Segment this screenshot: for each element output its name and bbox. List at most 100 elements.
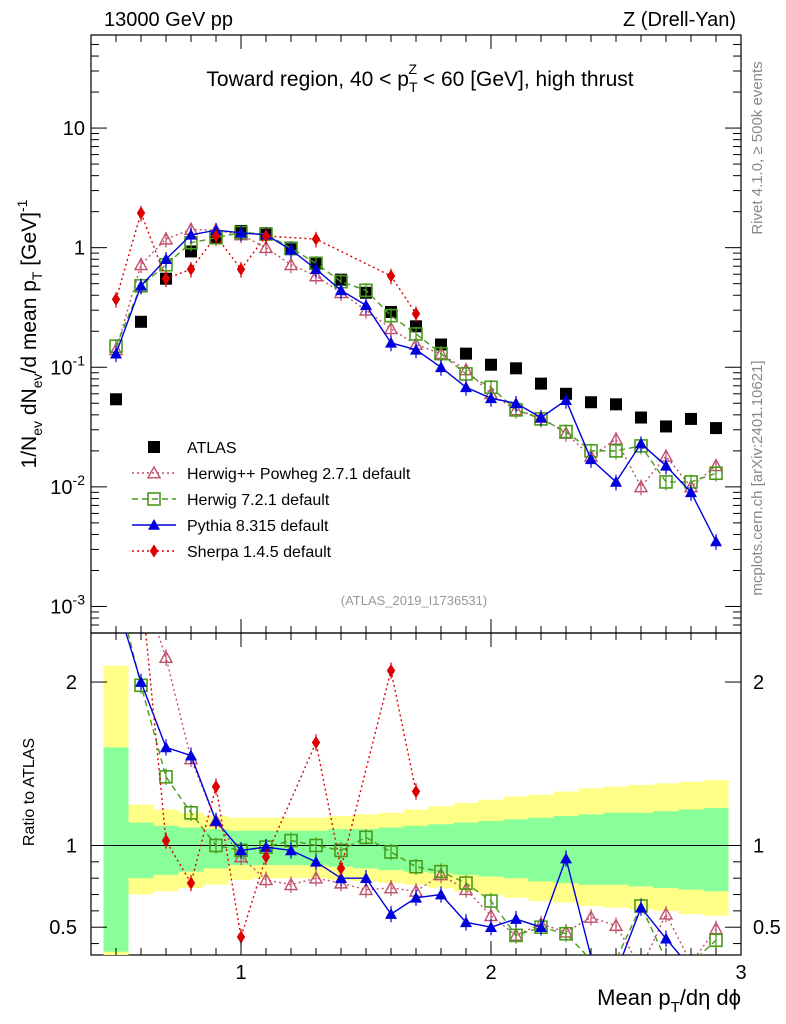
data-point bbox=[311, 232, 321, 246]
ratio-point bbox=[159, 770, 173, 784]
ratio-band-inner bbox=[678, 809, 704, 890]
data-point bbox=[236, 262, 246, 276]
ratio-point bbox=[158, 650, 174, 664]
ratio-point bbox=[385, 908, 397, 919]
ratio-point bbox=[210, 814, 222, 826]
series-line bbox=[115, 210, 417, 315]
ratio-point bbox=[235, 844, 247, 856]
data-point bbox=[111, 292, 121, 306]
ratio-point bbox=[335, 872, 347, 883]
y-tick-label-main: 1 bbox=[74, 238, 85, 260]
ratio-point bbox=[258, 872, 274, 886]
data-point bbox=[410, 320, 422, 333]
ratio-band-inner bbox=[453, 822, 479, 875]
data-point bbox=[610, 475, 622, 487]
x-tick-label: 3 bbox=[735, 962, 746, 984]
data-point bbox=[285, 243, 297, 255]
data-point bbox=[535, 411, 547, 423]
data-point bbox=[411, 307, 421, 321]
ratio-point bbox=[559, 926, 573, 941]
ratio-point bbox=[334, 843, 348, 858]
ratio-point bbox=[460, 916, 472, 928]
data-point bbox=[186, 262, 196, 276]
data-point bbox=[185, 228, 197, 240]
legend-label: Herwig 7.2.1 default bbox=[187, 492, 330, 509]
ratio-point bbox=[459, 876, 473, 890]
ratio-point bbox=[434, 864, 448, 879]
legend-label: Herwig++ Powheg 2.7.1 default bbox=[187, 466, 411, 483]
data-point bbox=[633, 479, 649, 493]
data-point bbox=[110, 347, 122, 359]
data-point bbox=[560, 394, 572, 406]
ratio-point bbox=[261, 850, 271, 864]
y-axis-label-ratio: Ratio to ATLAS bbox=[21, 738, 38, 846]
data-point bbox=[660, 459, 672, 471]
series-4 bbox=[111, 205, 421, 323]
ratio-point bbox=[484, 894, 498, 908]
y-tick-label-ratio: 2 bbox=[66, 672, 77, 694]
ratio-band-inner bbox=[628, 812, 654, 887]
x-tick-label: 2 bbox=[485, 962, 496, 984]
ratio-band-inner bbox=[503, 819, 529, 879]
rivet-version-label: Rivet 4.1.0, ≥ 500k events bbox=[749, 61, 766, 234]
ratio-bands bbox=[103, 665, 729, 955]
ratio-point bbox=[635, 901, 647, 913]
ratio-point bbox=[359, 830, 373, 845]
ratio-point bbox=[660, 932, 672, 944]
ratio-point bbox=[236, 930, 246, 944]
data-point bbox=[659, 475, 673, 489]
data-point bbox=[435, 361, 447, 373]
data-point bbox=[335, 284, 347, 296]
data-point bbox=[409, 327, 423, 341]
data-point bbox=[158, 231, 174, 245]
plot-title: Toward region, 40 < pTZ < 60 [GeV], high… bbox=[206, 61, 633, 95]
ratio-point bbox=[658, 906, 674, 920]
ratio-point bbox=[283, 877, 299, 891]
ratio-band-inner bbox=[478, 820, 504, 877]
ratio-line bbox=[145, 633, 417, 938]
data-point bbox=[460, 347, 472, 360]
y-tick-label-ratio: 0.5 bbox=[49, 917, 77, 939]
ratio-point bbox=[608, 918, 624, 932]
ratio-point bbox=[160, 741, 172, 753]
ratio-point bbox=[383, 880, 399, 894]
y-tick-label-main: 10-3 bbox=[50, 591, 85, 618]
ratio-point bbox=[435, 888, 447, 900]
data-point bbox=[559, 424, 573, 439]
data-point bbox=[283, 257, 299, 271]
y-tick-label-ratio-right: 0.5 bbox=[753, 917, 781, 939]
process-label: Z (Drell-Yan) bbox=[623, 9, 736, 31]
ratio-band-inner bbox=[103, 747, 129, 952]
y-tick-label-main: 10-1 bbox=[50, 352, 85, 379]
data-point bbox=[710, 535, 722, 547]
ratio-point bbox=[308, 870, 324, 884]
y-axis-label-main: 1/Nev dNev/d mean pT [GeV]-1 bbox=[14, 199, 45, 468]
legend-marker bbox=[149, 544, 159, 558]
data-point bbox=[460, 381, 472, 393]
legend-marker bbox=[148, 441, 160, 453]
data-point bbox=[610, 398, 622, 411]
axes-ticks: 1 2 3 10-3 10-2 10-1 1 10 0.5 0.5 1 1 2 2 bbox=[49, 34, 781, 984]
ratio-point bbox=[535, 921, 547, 933]
ratio-point bbox=[186, 876, 196, 890]
ratio-point bbox=[135, 676, 147, 687]
data-point bbox=[135, 315, 147, 328]
ratio-point bbox=[384, 845, 398, 859]
energy-label: 13000 GeV pp bbox=[104, 9, 233, 31]
ratio-band-inner bbox=[128, 822, 154, 879]
ratio-band-inner bbox=[653, 811, 679, 888]
data-point bbox=[211, 229, 221, 243]
legend-marker bbox=[146, 465, 162, 479]
data-point bbox=[235, 226, 247, 238]
data-point bbox=[384, 308, 398, 323]
data-point bbox=[635, 437, 647, 449]
ratio-point bbox=[510, 913, 522, 924]
data-point bbox=[135, 279, 147, 291]
y-tick-label-ratio: 1 bbox=[66, 835, 77, 857]
ratio-point bbox=[509, 928, 523, 943]
ratio-point bbox=[358, 882, 374, 896]
ratio-point bbox=[185, 749, 197, 761]
data-point bbox=[685, 486, 697, 498]
data-point bbox=[609, 444, 623, 458]
ratio-point bbox=[411, 784, 421, 799]
